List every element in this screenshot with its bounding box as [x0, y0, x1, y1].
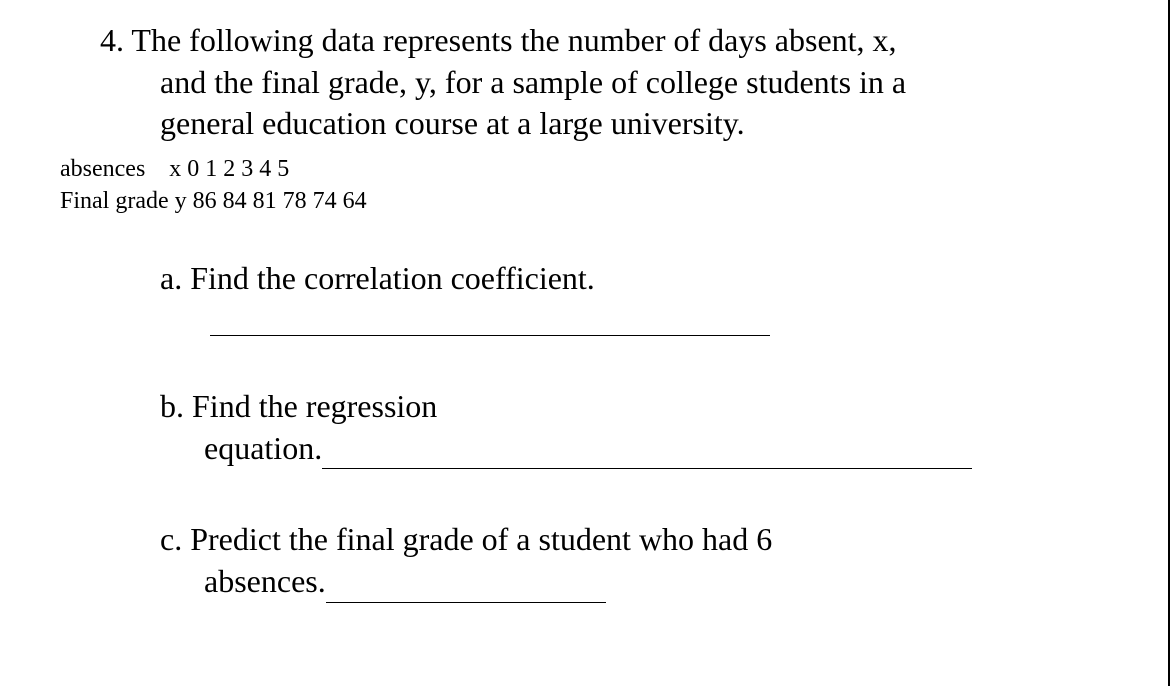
sub-a-letter: a. [160, 260, 182, 296]
answer-blank-c [326, 602, 606, 603]
question-body: and the final grade, y, for a sample of … [30, 62, 1138, 145]
sub-b-text-line1: Find the regression [192, 388, 437, 424]
answer-blank-a [210, 335, 770, 336]
table-row: absences x 0 1 2 3 4 5 [60, 153, 1138, 185]
grade-label: Final grade [60, 188, 169, 214]
sub-question-c: c. Predict the final grade of a student … [160, 519, 1138, 602]
question-text-line1: The following data represents the number… [131, 22, 896, 58]
sub-question-a: a. Find the correlation coefficient. [160, 258, 1138, 337]
sub-c-letter: c. [160, 521, 182, 557]
question-text-line3: general education course at a large univ… [160, 105, 745, 141]
question-header: 4. The following data represents the num… [30, 20, 1138, 62]
sub-c-text-line2: absences. [204, 563, 326, 599]
sub-questions-container: a. Find the correlation coefficient. b. … [30, 258, 1138, 603]
data-table: absences x 0 1 2 3 4 5 Final grade y 86 … [60, 153, 1138, 218]
sub-c-text-line1: Predict the final grade of a student who… [190, 521, 772, 557]
table-row: Final grade y 86 84 81 78 74 64 [60, 185, 1138, 217]
sub-a-text: Find the correlation coefficient. [190, 260, 595, 296]
grade-values: 86 84 81 78 74 64 [193, 188, 367, 214]
absences-var: x [169, 156, 181, 182]
absences-label: absences [60, 156, 145, 182]
sub-question-b: b. Find the regression equation. [160, 386, 1138, 469]
answer-blank-b [322, 468, 972, 469]
sub-b-letter: b. [160, 388, 184, 424]
question-number-label: 4. [100, 22, 124, 58]
absences-values: 0 1 2 3 4 5 [187, 156, 289, 182]
question-text-line2: and the final grade, y, for a sample of … [160, 64, 906, 100]
sub-b-text-line2: equation. [204, 430, 322, 466]
grade-var: y [175, 188, 187, 214]
